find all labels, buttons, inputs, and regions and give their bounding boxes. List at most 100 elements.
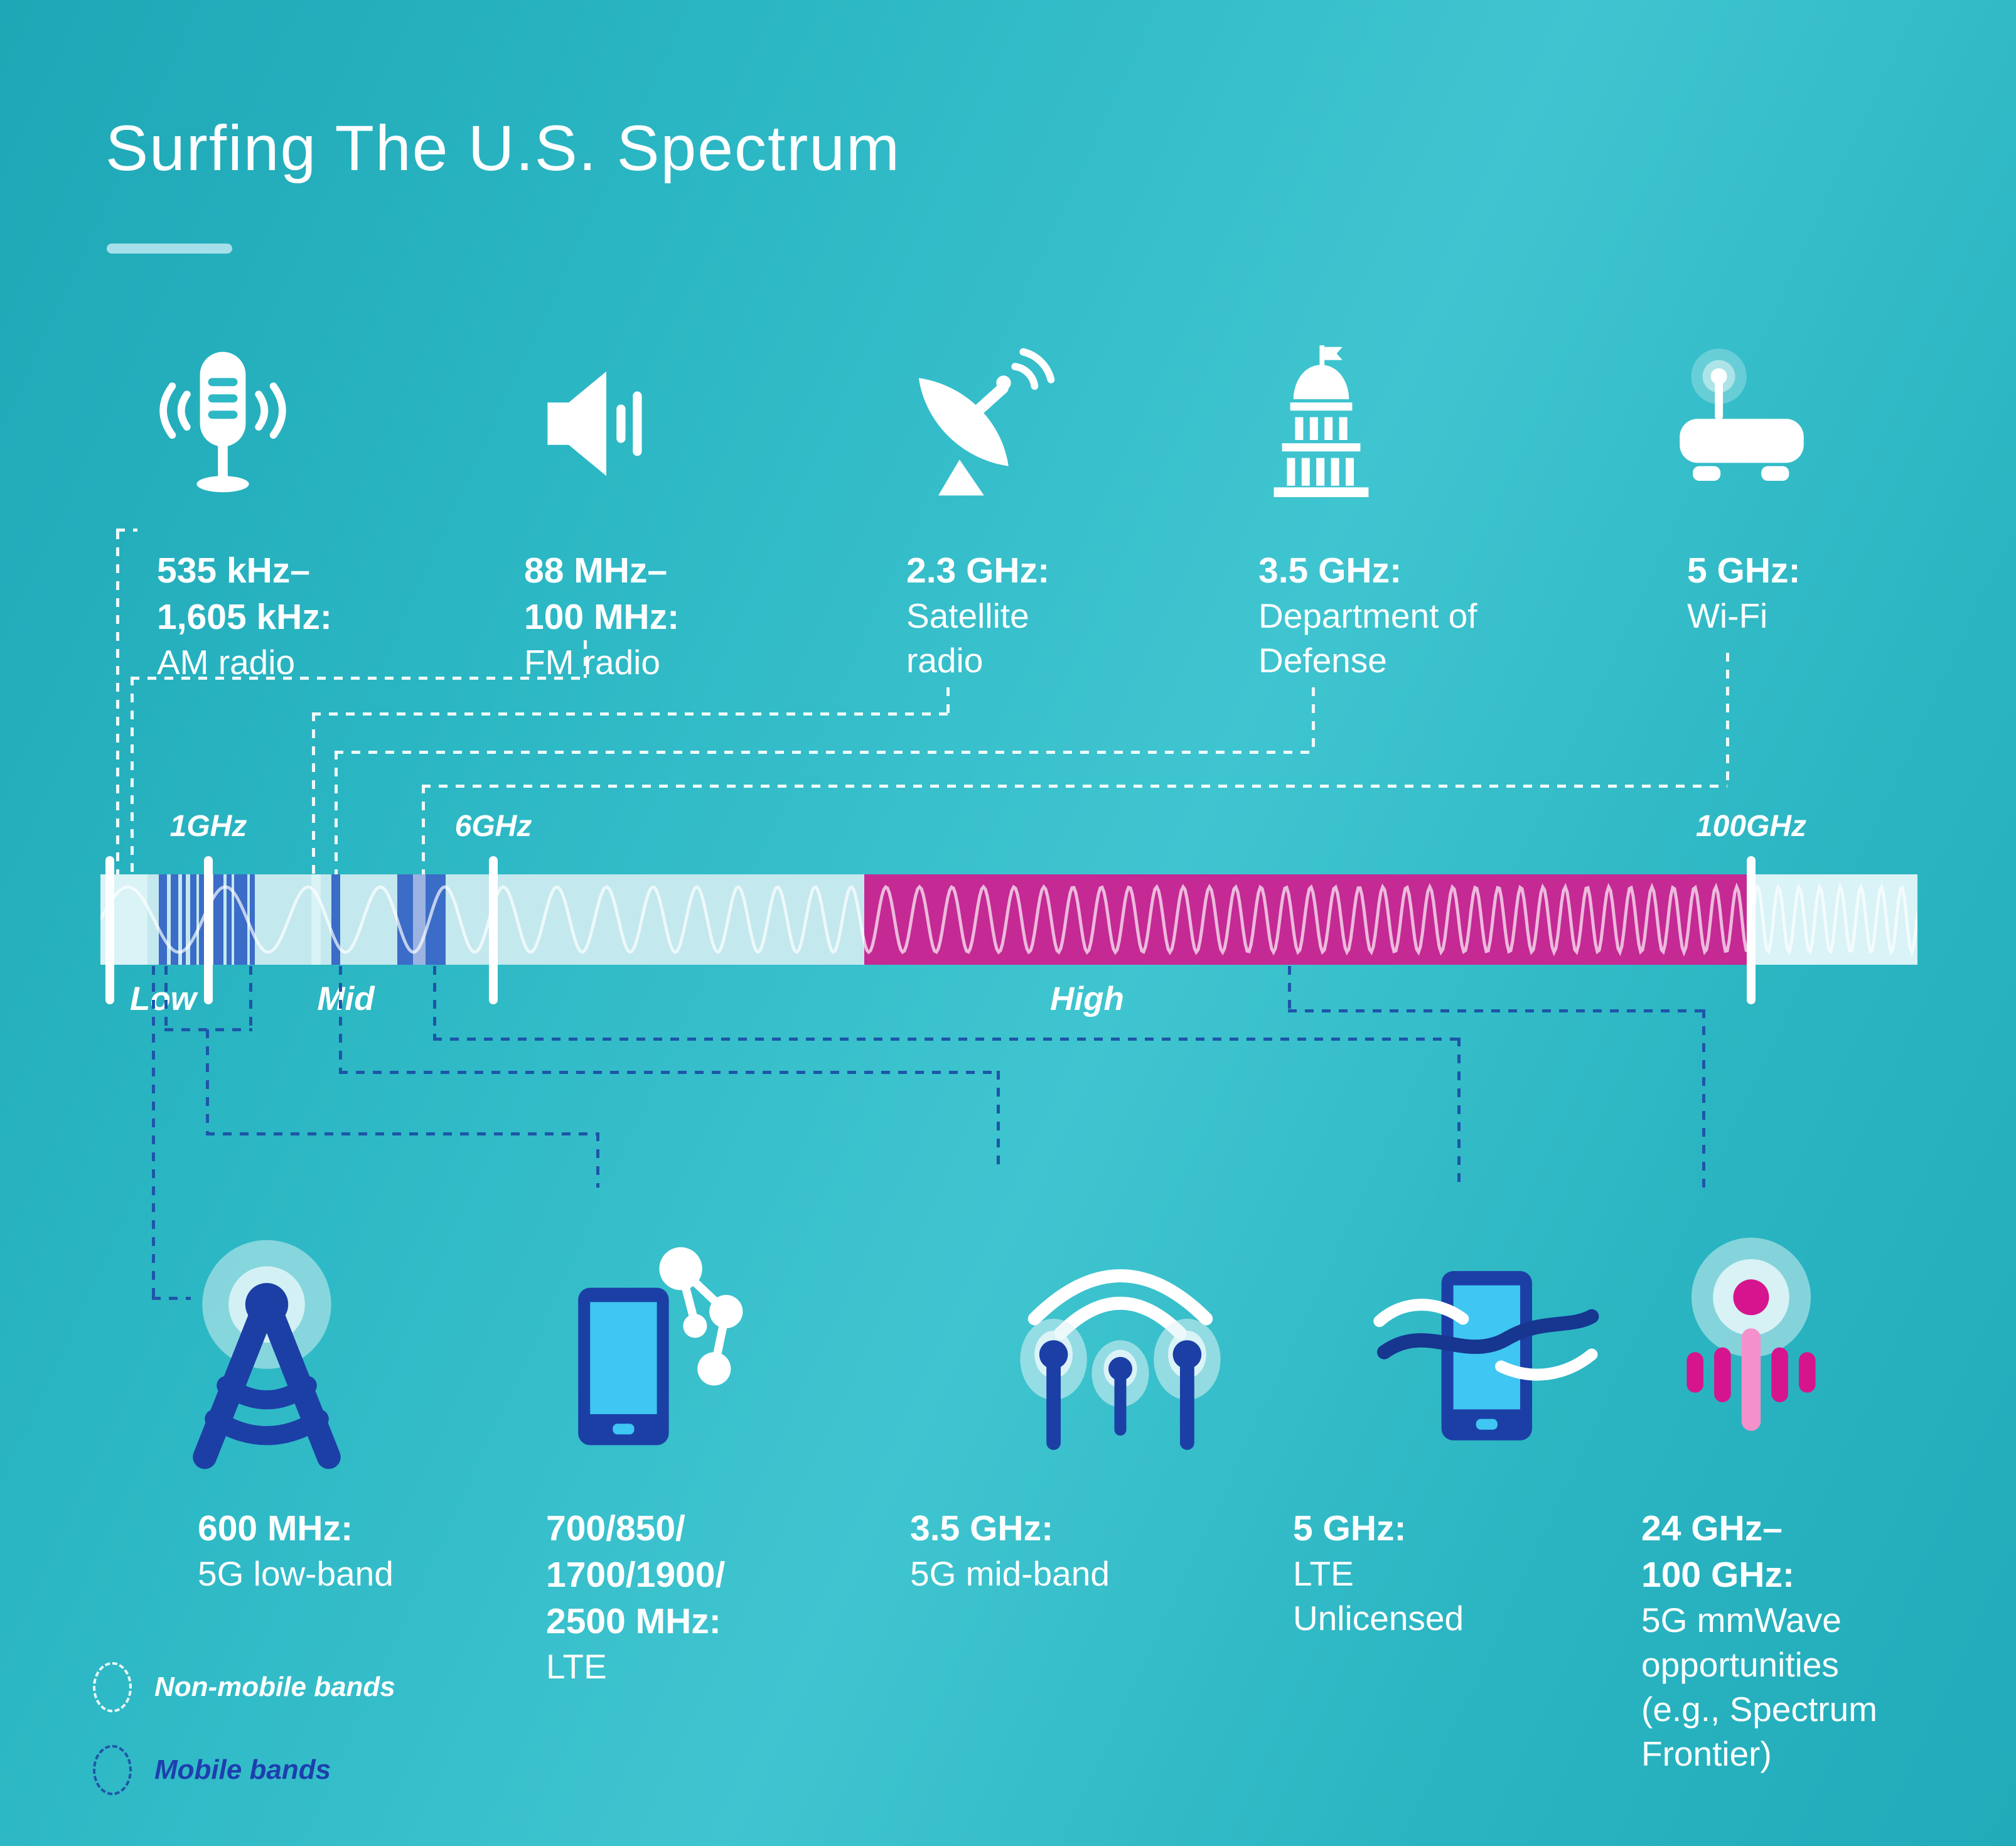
non-mobile-connector-dash xyxy=(335,751,338,876)
mobile-connector-dash xyxy=(433,1038,1459,1041)
microphone-icon xyxy=(141,342,304,505)
legend-item-non-mobile-bands: Non-mobile bands xyxy=(93,1662,395,1712)
band-frequency-line: 5 GHz: xyxy=(1687,550,1801,591)
mobile-connector-dash xyxy=(433,966,436,1039)
mobile-connector-dash xyxy=(249,966,252,1029)
frequency-tick xyxy=(489,856,498,1004)
mobile-connector-dash xyxy=(206,1029,209,1134)
mobile-connector-dash xyxy=(164,966,168,1029)
band-description-line: LTE xyxy=(546,1647,607,1686)
mobile-connector-dash xyxy=(1457,1038,1461,1186)
capitol-icon xyxy=(1240,342,1403,505)
band-description-line: 5G low-band xyxy=(198,1554,394,1593)
top-band-item: 5 GHz: Wi-Fi xyxy=(1687,547,1801,638)
phone-waves-icon xyxy=(1365,1235,1604,1474)
bottom-band-item: 3.5 GHz: 5G mid-band xyxy=(910,1505,1110,1596)
band-frequency-line: 88 MHz– xyxy=(524,550,668,591)
legend-label: Non-mobile bands xyxy=(154,1672,395,1702)
frequency-tick-label: 6GHz xyxy=(454,810,532,843)
mobile-connector-dash xyxy=(152,1297,191,1300)
page-title: Surfing The U.S. Spectrum xyxy=(105,112,901,184)
non-mobile-connector-dash xyxy=(422,785,1727,788)
band-frequency-line: 700/850/ xyxy=(546,1508,685,1548)
frequency-tick xyxy=(1747,856,1756,1004)
mobile-connector-dash xyxy=(339,1071,998,1074)
band-description-line: Wi-Fi xyxy=(1687,596,1768,635)
non-mobile-connector-dash xyxy=(116,529,137,532)
spectrum-range-label: Low xyxy=(130,980,196,1017)
band-frequency-line: 600 MHz: xyxy=(198,1508,353,1548)
satellite-dish-icon xyxy=(898,342,1061,505)
band-frequency-line: 24 GHz– xyxy=(1641,1508,1783,1548)
frequency-tick xyxy=(204,856,213,1004)
band-description-line: Frontier) xyxy=(1641,1734,1772,1773)
mobile-band-stripe xyxy=(331,874,340,965)
band-description-line: LTE xyxy=(1293,1554,1354,1593)
mobile-band-stripe xyxy=(182,874,186,965)
small-cell-antennas-icon xyxy=(1001,1235,1240,1474)
band-frequency-line: 100 MHz: xyxy=(524,597,680,637)
speaker-icon xyxy=(508,342,672,505)
top-band-item: 2.3 GHz: Satellite radio xyxy=(906,547,1049,683)
non-mobile-connector-dash xyxy=(946,687,950,716)
non-mobile-connector-dash xyxy=(422,785,425,876)
non-mobile-connector-dash xyxy=(131,677,586,680)
non-mobile-connector-dash xyxy=(584,640,587,678)
title-underline xyxy=(107,244,232,254)
band-description-line: Defense xyxy=(1258,641,1387,680)
band-frequency-line: 1700/1900/ xyxy=(546,1555,726,1595)
bottom-band-item: 600 MHz: 5G low-band xyxy=(198,1505,394,1596)
legend-label: Mobile bands xyxy=(154,1754,331,1785)
frequency-tick-label: 1GHz xyxy=(169,810,247,843)
mobile-connector-dash xyxy=(596,1132,599,1188)
non-mobile-connector-dash xyxy=(1312,687,1315,752)
band-description-line: opportunities xyxy=(1641,1645,1839,1684)
band-description-line: FM radio xyxy=(524,643,660,682)
mobile-connector-dash xyxy=(1702,1009,1705,1191)
band-description-line: Department of xyxy=(1258,596,1477,635)
band-description-line: AM radio xyxy=(157,643,296,682)
non-mobile-dashed-circle-icon xyxy=(93,1662,132,1712)
mobile-connector-dash xyxy=(1288,966,1291,1011)
band-description-line: (e.g., Spectrum xyxy=(1641,1690,1877,1729)
bottom-band-item: 700/850/1700/1900/2500 MHz: LTE xyxy=(546,1505,725,1689)
band-frequency-line: 100 GHz: xyxy=(1641,1555,1794,1595)
band-description-line: 5G mmWave xyxy=(1641,1601,1842,1639)
mobile-dashed-circle-icon xyxy=(93,1745,132,1795)
mobile-connector-dash xyxy=(997,1071,1000,1173)
phone-share-icon xyxy=(521,1235,759,1474)
frequency-wave xyxy=(100,882,1917,957)
mobile-band-stripe xyxy=(227,874,232,965)
mmwave-icon xyxy=(1632,1235,1870,1474)
mobile-band-stripe xyxy=(190,874,196,965)
mobile-band-stripe xyxy=(213,874,223,965)
top-band-item: 3.5 GHz: Department of Defense xyxy=(1258,547,1477,683)
mobile-connector-dash xyxy=(206,1132,598,1135)
wifi-router-icon xyxy=(1660,342,1823,505)
bottom-band-item: 24 GHz– 100 GHz: 5G mmWave opportunities (e.… xyxy=(1641,1505,1877,1776)
band-description-line: radio xyxy=(906,641,984,680)
non-mobile-connector-dash xyxy=(1726,653,1729,786)
band-frequency-line: 3.5 GHz: xyxy=(910,1508,1054,1548)
band-description-line: 5G mid-band xyxy=(910,1554,1110,1593)
mobile-connector-dash xyxy=(339,966,342,1072)
band-frequency-line: 535 kHz– xyxy=(157,550,311,591)
bottom-band-item: 5 GHz: LTE Unlicensed xyxy=(1293,1505,1464,1641)
mobile-band-stripe xyxy=(171,874,178,965)
band-frequency-line: 5 GHz: xyxy=(1293,1508,1407,1548)
band-description-line: Satellite xyxy=(906,596,1029,635)
spectrum-range-label: High xyxy=(1050,980,1124,1017)
band-frequency-line: 2.3 GHz: xyxy=(906,550,1050,591)
top-band-item: 535 kHz– 1,605 kHz: AM radio xyxy=(157,547,332,685)
spectrum-range-label: Mid xyxy=(317,980,375,1017)
cell-tower-icon xyxy=(147,1235,386,1474)
mobile-connector-dash xyxy=(152,966,155,1297)
mobile-band-stripe xyxy=(250,874,255,965)
frequency-tick-start xyxy=(105,856,114,1004)
band-frequency-line: 3.5 GHz: xyxy=(1258,550,1402,591)
non-mobile-connector-dash xyxy=(312,712,315,876)
mobile-connector-dash xyxy=(1288,1009,1703,1012)
non-mobile-connector-dash xyxy=(312,712,948,716)
non-mobile-connector-dash xyxy=(116,530,119,874)
